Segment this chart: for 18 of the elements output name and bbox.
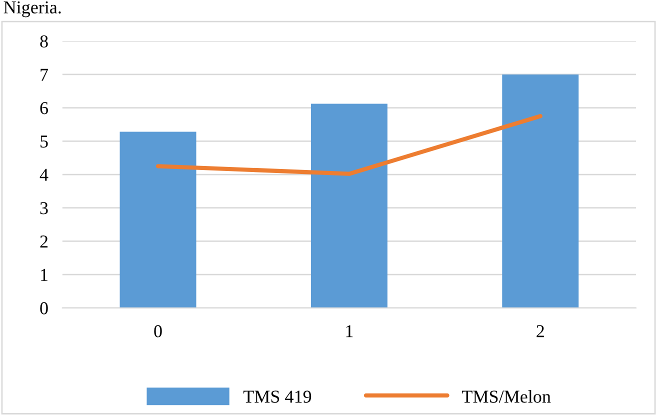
legend-label: TMS 419: [243, 390, 312, 403]
text: Nigeria.: [4, 1, 61, 18]
y-tick-label: 8: [40, 35, 48, 48]
y-tick-label: 0: [40, 302, 48, 314]
bar: [310, 104, 388, 308]
y-tick-label: 6: [40, 102, 48, 114]
x-tick-label: 0: [154, 325, 162, 338]
y-tick-label: 5: [40, 136, 48, 148]
bar: [120, 132, 196, 308]
y-tick-label: 1: [41, 268, 48, 281]
y-tick-label: 2: [40, 236, 48, 248]
bar: [502, 74, 579, 308]
y-tick-label: 4: [40, 168, 48, 181]
x-tick-label: 2: [536, 325, 544, 338]
legend-label: TMS/Melon: [462, 390, 551, 403]
y-tick-label: 7: [40, 68, 48, 81]
y-tick-label: 3: [40, 202, 48, 214]
x-tick-label: 1: [346, 325, 353, 338]
